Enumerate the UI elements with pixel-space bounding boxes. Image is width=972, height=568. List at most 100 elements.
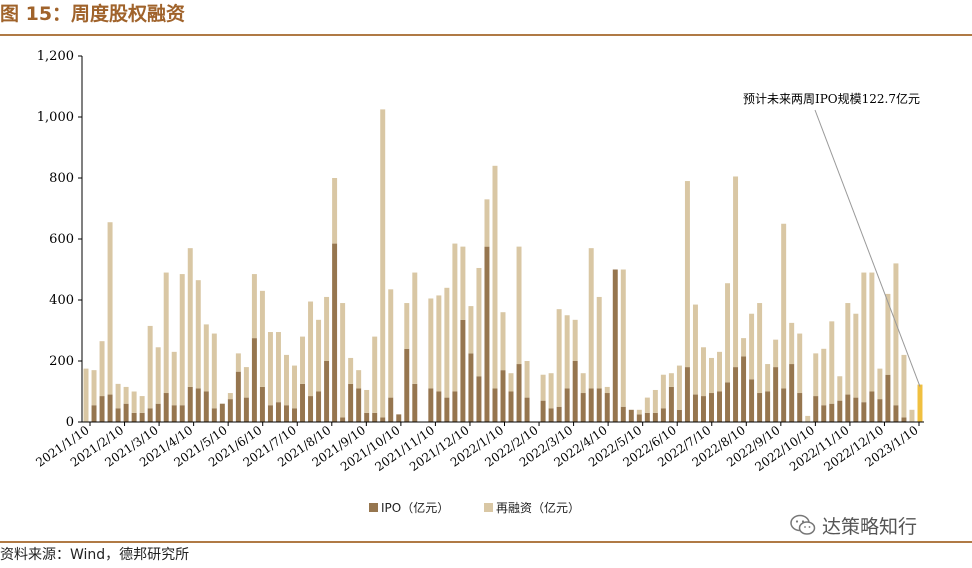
bar-refinancing <box>564 315 570 389</box>
bar-ipo <box>709 393 714 422</box>
bar-refinancing <box>741 338 747 357</box>
forecast-callout-line <box>814 109 921 387</box>
bar-refinancing <box>837 376 843 401</box>
bar-ipo <box>604 393 610 422</box>
bar-ipo <box>356 388 362 422</box>
bar-refinancing <box>171 351 177 406</box>
bar-refinancing <box>789 322 795 365</box>
bar-ipo <box>548 408 554 422</box>
bar-ipo <box>283 405 289 422</box>
bar-refinancing <box>227 393 233 400</box>
y-axis: 0 200 400 600 800 1,000 1,200 <box>37 49 83 430</box>
bar-ipo <box>540 400 546 422</box>
bar-refinancing <box>692 304 698 395</box>
bar-refinancing <box>572 319 578 361</box>
bar-ipo <box>300 383 306 422</box>
bar-ipo <box>316 391 322 422</box>
bar-refinancing <box>131 391 137 413</box>
bar-refinancing <box>211 333 217 409</box>
bar-refinancing <box>324 296 330 361</box>
bar-ipo <box>516 364 522 422</box>
bar-ipo <box>340 417 346 422</box>
bar-ipo <box>717 391 723 422</box>
bar-ipo <box>275 402 281 422</box>
bar-ipo <box>700 396 706 422</box>
bar-refinancing <box>259 290 265 387</box>
bar-refinancing <box>516 246 522 365</box>
bar-ipo <box>781 388 787 422</box>
bar-ipo <box>773 367 779 422</box>
bar-refinancing <box>861 272 867 403</box>
bar-refinancing <box>709 357 714 394</box>
bar-refinancing <box>460 246 466 320</box>
bar-ipo <box>131 412 137 422</box>
bar-refinancing <box>348 357 354 384</box>
equity-financing-chart: 0 200 400 600 800 1,000 1,200 2021/1/102021/2/… <box>33 49 924 515</box>
bar-ipo <box>219 403 225 422</box>
bar-refinancing <box>195 280 201 389</box>
bar-refinancing <box>813 353 819 397</box>
bar-refinancing <box>588 248 594 389</box>
bar-refinancing <box>660 374 666 409</box>
bar-refinancing <box>829 321 835 404</box>
bar-ipo <box>885 374 891 422</box>
bar-refinancing <box>235 353 241 372</box>
bar-refinancing <box>147 325 153 409</box>
bar-ipo <box>596 388 602 422</box>
bar-ipo <box>195 388 201 422</box>
bar-ipo <box>115 408 121 422</box>
bar-ipo <box>428 388 434 422</box>
bar-ipo <box>267 405 273 422</box>
bar-refinancing <box>668 373 674 387</box>
bar-ipo <box>725 382 731 422</box>
bar-ipo <box>749 379 755 422</box>
bar-ipo <box>620 406 626 422</box>
bar-refinancing <box>909 409 915 422</box>
bar-refinancing <box>139 396 145 413</box>
bar-ipo <box>733 367 739 422</box>
watermark-text: 达策略知行 <box>822 515 918 538</box>
bar-refinancing <box>652 389 658 413</box>
bar-refinancing <box>508 373 514 392</box>
bar-refinancing <box>243 367 249 398</box>
bar-ipo <box>668 386 674 422</box>
bar-refinancing <box>805 415 811 422</box>
bar-ipo <box>757 393 763 422</box>
bar-ipo <box>203 391 209 422</box>
legend-label-refinancing: 再融资（亿元） <box>496 500 580 515</box>
bar-refinancing <box>203 324 209 392</box>
bar-ipo <box>179 405 185 422</box>
bar-ipo <box>821 405 827 422</box>
bar-ipo <box>147 408 153 422</box>
bar-ipo <box>853 397 859 422</box>
bar-refinancing <box>300 336 306 384</box>
bar-refinancing <box>580 373 586 394</box>
top-divider <box>0 34 972 36</box>
bar-ipo <box>813 396 819 422</box>
bar-refinancing <box>781 223 787 389</box>
bar-refinancing <box>372 336 378 413</box>
bar-ipo <box>861 402 867 422</box>
bar-ipo <box>380 417 386 422</box>
bar-refinancing <box>115 383 121 409</box>
bar-refinancing <box>476 267 482 377</box>
bar-refinancing <box>275 332 281 403</box>
bar-refinancing <box>596 296 602 389</box>
bar-ipo <box>500 370 506 422</box>
bar-ipo <box>741 356 747 422</box>
watermark: 达策略知行 <box>790 512 917 538</box>
bar-refinancing <box>620 269 626 407</box>
bar-refinancing <box>853 313 859 398</box>
bar-ipo <box>468 353 474 422</box>
bar-refinancing <box>444 287 450 398</box>
bar-refinancing <box>725 283 731 383</box>
y-tick-label: 800 <box>49 171 74 186</box>
bar-ipo <box>452 391 458 422</box>
bar-ipo <box>893 405 899 422</box>
bar-refinancing <box>684 181 690 368</box>
bar-refinancing <box>644 397 650 413</box>
bar-ipo <box>412 383 418 422</box>
bar-refinancing <box>316 319 322 392</box>
bar-refinancing <box>717 351 723 392</box>
bar-refinancing <box>251 274 257 339</box>
